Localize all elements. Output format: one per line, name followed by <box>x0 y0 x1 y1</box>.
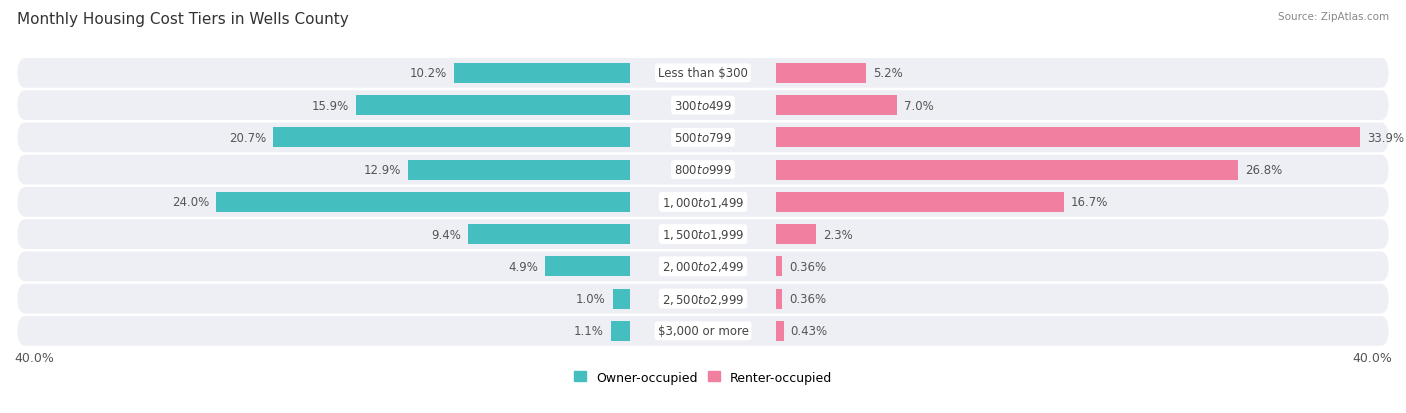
Text: 1.1%: 1.1% <box>574 325 605 337</box>
Text: 0.43%: 0.43% <box>790 325 828 337</box>
Text: 40.0%: 40.0% <box>14 351 53 364</box>
Text: 26.8%: 26.8% <box>1244 164 1282 177</box>
Text: 5.2%: 5.2% <box>873 67 903 80</box>
Text: 40.0%: 40.0% <box>1353 351 1392 364</box>
Bar <box>454 64 630 84</box>
Bar <box>776 257 782 277</box>
Bar <box>546 257 630 277</box>
FancyBboxPatch shape <box>17 59 1389 88</box>
Text: $2,000 to $2,499: $2,000 to $2,499 <box>662 260 744 274</box>
FancyBboxPatch shape <box>17 155 1389 185</box>
Text: 0.36%: 0.36% <box>789 292 827 305</box>
Bar <box>776 160 1237 180</box>
Text: 0.36%: 0.36% <box>789 260 827 273</box>
Text: 16.7%: 16.7% <box>1071 196 1108 209</box>
Bar <box>610 321 630 341</box>
Text: 7.0%: 7.0% <box>904 100 934 112</box>
Text: 33.9%: 33.9% <box>1367 132 1405 145</box>
Bar <box>776 192 1064 212</box>
Bar <box>408 160 630 180</box>
FancyBboxPatch shape <box>17 188 1389 217</box>
Text: 4.9%: 4.9% <box>509 260 538 273</box>
Text: 9.4%: 9.4% <box>432 228 461 241</box>
Text: 1.0%: 1.0% <box>576 292 606 305</box>
Text: 24.0%: 24.0% <box>173 196 209 209</box>
Text: Less than $300: Less than $300 <box>658 67 748 80</box>
Bar <box>776 64 866 84</box>
Text: Source: ZipAtlas.com: Source: ZipAtlas.com <box>1278 12 1389 22</box>
Bar <box>468 225 630 244</box>
Bar <box>613 289 630 309</box>
Text: $800 to $999: $800 to $999 <box>673 164 733 177</box>
Text: $500 to $799: $500 to $799 <box>673 132 733 145</box>
Bar <box>356 96 630 116</box>
FancyBboxPatch shape <box>17 252 1389 282</box>
Text: $3,000 or more: $3,000 or more <box>658 325 748 337</box>
Bar <box>776 96 897 116</box>
Text: 15.9%: 15.9% <box>312 100 349 112</box>
Bar <box>776 289 782 309</box>
Bar <box>217 192 630 212</box>
Text: 2.3%: 2.3% <box>823 228 852 241</box>
Text: 12.9%: 12.9% <box>363 164 401 177</box>
FancyBboxPatch shape <box>17 284 1389 314</box>
Text: $1,000 to $1,499: $1,000 to $1,499 <box>662 195 744 209</box>
Legend: Owner-occupied, Renter-occupied: Owner-occupied, Renter-occupied <box>568 366 838 389</box>
Text: $1,500 to $1,999: $1,500 to $1,999 <box>662 228 744 242</box>
FancyBboxPatch shape <box>17 91 1389 121</box>
Bar <box>776 128 1360 148</box>
FancyBboxPatch shape <box>17 316 1389 346</box>
Text: 10.2%: 10.2% <box>411 67 447 80</box>
FancyBboxPatch shape <box>17 220 1389 249</box>
Text: Monthly Housing Cost Tiers in Wells County: Monthly Housing Cost Tiers in Wells Coun… <box>17 12 349 27</box>
Text: $300 to $499: $300 to $499 <box>673 100 733 112</box>
Bar <box>776 225 815 244</box>
Bar <box>273 128 630 148</box>
Text: $2,500 to $2,999: $2,500 to $2,999 <box>662 292 744 306</box>
Text: 20.7%: 20.7% <box>229 132 266 145</box>
FancyBboxPatch shape <box>17 123 1389 153</box>
Bar <box>776 321 783 341</box>
